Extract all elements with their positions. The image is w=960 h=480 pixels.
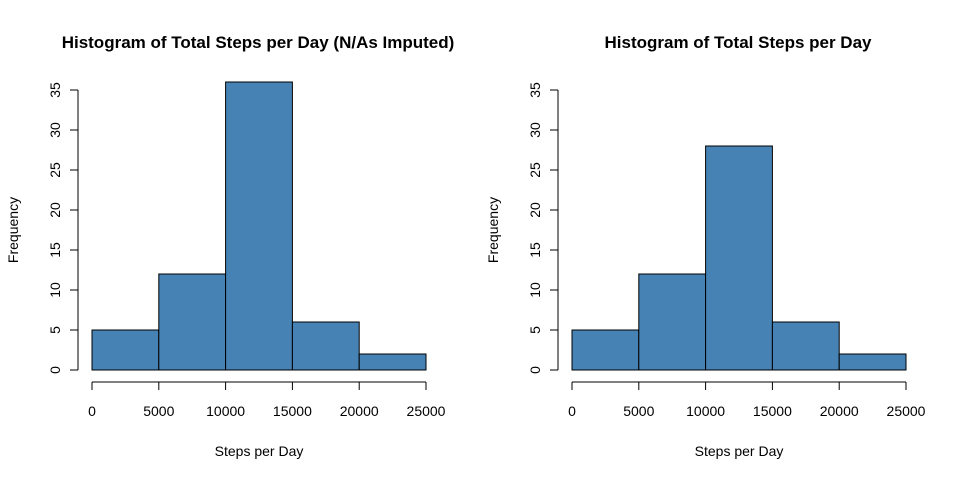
bars — [91, 81, 427, 371]
histogram-bar — [571, 329, 640, 371]
histogram-bar — [838, 353, 907, 371]
y-tick-label: 10 — [47, 282, 63, 298]
x-tick-label: 0 — [88, 403, 96, 419]
histogram-bar — [358, 353, 427, 371]
x-tick-label: 15000 — [753, 403, 792, 419]
x-axis: 0 5000 10000 15000 20000 25000 — [88, 381, 446, 419]
x-axis-label: Steps per Day — [215, 443, 304, 459]
x-tick-label: 10000 — [206, 403, 245, 419]
x-tick-label: 20000 — [820, 403, 859, 419]
bars — [571, 145, 907, 371]
y-tick-label: 5 — [527, 326, 543, 334]
histogram-bar — [771, 321, 840, 371]
chart-title: Histogram of Total Steps per Day (N/As I… — [62, 33, 455, 52]
histogram-bar — [638, 273, 707, 371]
y-axis: 0 5 10 15 20 25 30 35 — [527, 82, 559, 374]
x-tick-label: 5000 — [623, 403, 654, 419]
chart-title: Histogram of Total Steps per Day — [604, 33, 872, 52]
x-tick-label: 15000 — [273, 403, 312, 419]
x-tick-label: 25000 — [407, 403, 446, 419]
x-tick-label: 10000 — [686, 403, 725, 419]
x-axis: 0 5000 10000 15000 20000 25000 — [568, 381, 926, 419]
x-tick-label: 0 — [568, 403, 576, 419]
x-tick-label: 20000 — [340, 403, 379, 419]
y-axis-label: Frequency — [485, 197, 501, 263]
y-tick-label: 35 — [527, 82, 543, 98]
y-tick-label: 15 — [47, 242, 63, 258]
x-axis-label: Steps per Day — [695, 443, 784, 459]
y-tick-label: 10 — [527, 282, 543, 298]
y-tick-label: 20 — [47, 202, 63, 218]
histogram-raw: Histogram of Total Steps per Day Frequen… — [485, 33, 926, 459]
y-tick-label: 30 — [527, 122, 543, 138]
y-tick-label: 0 — [47, 366, 63, 374]
y-tick-label: 35 — [47, 82, 63, 98]
y-axis: 0 5 10 15 20 25 30 35 — [47, 82, 79, 374]
histogram-bar — [158, 273, 227, 371]
x-tick-label: 5000 — [143, 403, 174, 419]
y-tick-label: 25 — [527, 162, 543, 178]
y-axis-label: Frequency — [5, 197, 21, 263]
histogram-bar — [705, 145, 773, 371]
y-tick-label: 30 — [47, 122, 63, 138]
histogram-bar — [291, 321, 360, 371]
histogram-bar — [225, 81, 293, 371]
y-tick-label: 25 — [47, 162, 63, 178]
y-tick-label: 20 — [527, 202, 543, 218]
y-tick-label: 15 — [527, 242, 543, 258]
x-tick-label: 25000 — [887, 403, 926, 419]
y-tick-label: 5 — [47, 326, 63, 334]
histogram-imputed: Histogram of Total Steps per Day (N/As I… — [5, 33, 455, 459]
histogram-bar — [91, 329, 160, 371]
y-tick-label: 0 — [527, 366, 543, 374]
